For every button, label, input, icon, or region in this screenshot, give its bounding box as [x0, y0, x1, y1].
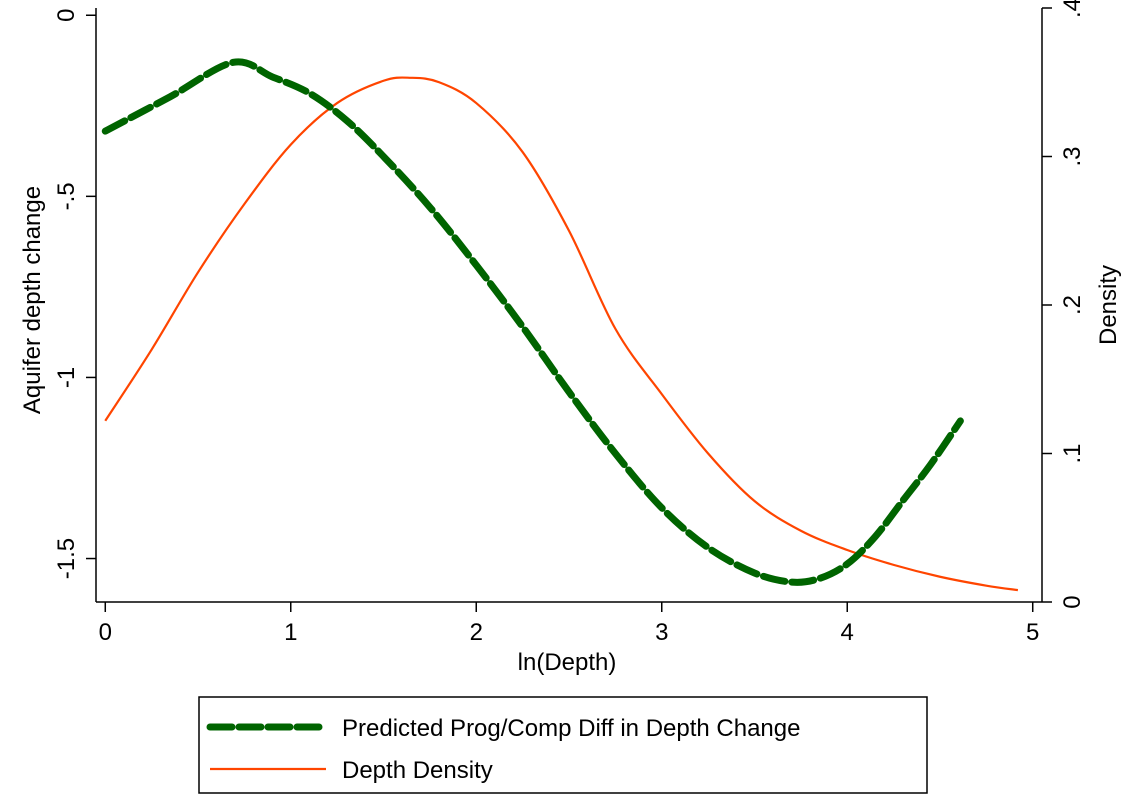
legend-box — [198, 696, 928, 794]
y-left-tick-label: -.5 — [53, 182, 80, 210]
y-axis-right-title: Density — [1095, 265, 1122, 345]
x-tick-label: 4 — [841, 619, 854, 646]
x-tick-label: 0 — [99, 619, 112, 646]
y-left-tick-label: 0 — [53, 9, 80, 22]
plot-lines — [101, 58, 1019, 592]
legend-label-density: Depth Density — [342, 757, 493, 784]
y-right-tick-label: .3 — [1059, 146, 1086, 166]
series-line-predicted-diff — [101, 58, 964, 586]
legend-label-predicted: Predicted Prog/Comp Diff in Depth Change — [342, 715, 800, 742]
x-tick-label: 3 — [655, 619, 668, 646]
x-tick-label: 2 — [470, 619, 483, 646]
x-tick-label: 1 — [284, 619, 297, 646]
x-tick-label: 5 — [1026, 619, 1039, 646]
legend: Predicted Prog/Comp Diff in Depth Change… — [198, 696, 928, 794]
y-left-tick-label: -1 — [53, 367, 80, 388]
x-axis-title: ln(Depth) — [518, 649, 617, 676]
y-axis-left-title: Aquifer depth change — [19, 186, 46, 414]
y-left-tick-label: -1.5 — [53, 538, 80, 579]
axes: 0 1 2 3 4 5 0 -.5 -1 -1.5 0 .1 .2 .3 .4 — [53, 0, 1086, 646]
y-right-tick-label: .2 — [1059, 295, 1086, 315]
y-right-tick-label: .1 — [1059, 443, 1086, 463]
series-line-depth-density — [104, 76, 1019, 592]
y-right-tick-label: .4 — [1059, 0, 1086, 18]
y-right-tick-label: 0 — [1059, 595, 1086, 608]
